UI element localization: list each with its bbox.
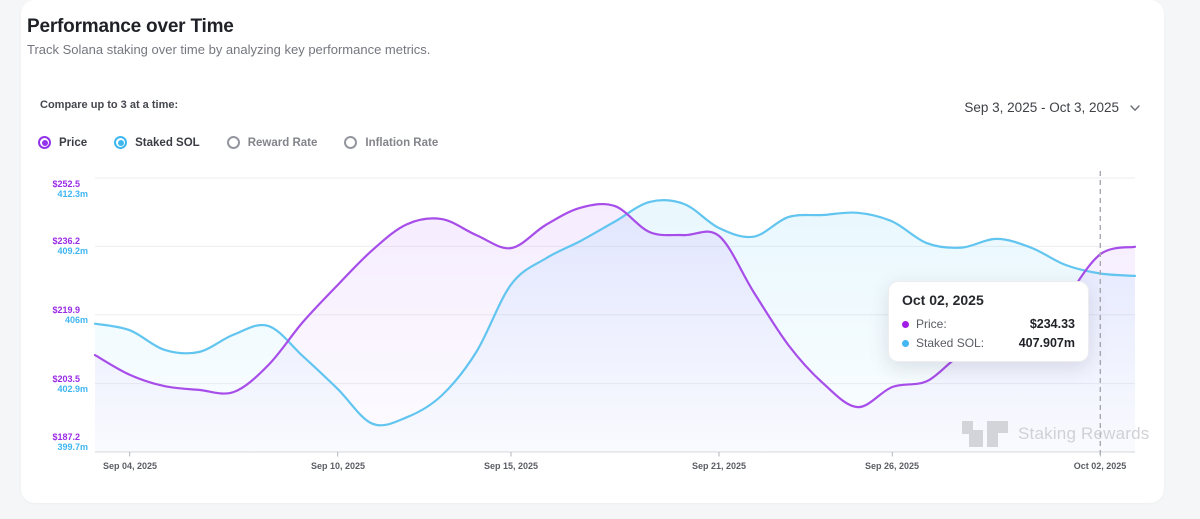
price-axis-tick: $252.5 bbox=[52, 179, 80, 189]
tooltip-row-price: Price: $234.33 bbox=[902, 317, 1075, 331]
staked-axis-tick: 402.9m bbox=[57, 384, 88, 394]
watermark-text: Staking Rewards bbox=[1018, 424, 1150, 443]
compare-label: Compare up to 3 at a time: bbox=[40, 99, 179, 111]
x-axis-tick-label: Oct 02, 2025 bbox=[1073, 461, 1127, 471]
radio-price-circle[interactable] bbox=[38, 136, 51, 149]
price-axis-tick: $187.2 bbox=[52, 432, 80, 442]
x-axis-tick-label: Sep 15, 2025 bbox=[483, 461, 539, 471]
x-axis-tick-label: Sep 26, 2025 bbox=[864, 461, 920, 471]
tooltip-price-label: Price: bbox=[916, 317, 947, 331]
radio-staked-sol-circle[interactable] bbox=[114, 136, 128, 149]
x-axis-tick-label: Sep 04, 2025 bbox=[102, 461, 158, 471]
price-dot-icon bbox=[902, 320, 909, 328]
chart-tooltip: Oct 02, 2025 Price: $234.33 Staked SOL: … bbox=[888, 281, 1089, 362]
tooltip-staked-value: 407.907m bbox=[1018, 336, 1075, 350]
radio-inflation-rate-circle[interactable] bbox=[344, 136, 358, 149]
tooltip-staked-label: Staked SOL: bbox=[916, 336, 985, 350]
staked-sol-line bbox=[93, 199, 1137, 427]
staked-sol-dot-icon bbox=[902, 339, 909, 347]
radio-reward-rate-circle[interactable] bbox=[226, 136, 240, 149]
staked-axis-tick: 406m bbox=[64, 315, 88, 325]
tooltip-row-staked: Staked SOL: 407.907m bbox=[902, 336, 1075, 350]
price-axis-tick: $219.9 bbox=[52, 305, 80, 315]
date-range-text: Sep 3, 2025 - Oct 3, 2025 bbox=[964, 100, 1119, 115]
x-axis-tick-label: Sep 21, 2025 bbox=[691, 461, 747, 471]
tooltip-price-value: $234.33 bbox=[1029, 317, 1075, 331]
page-subtitle: Track Solana staking over time by analyz… bbox=[27, 42, 431, 57]
radio-price[interactable]: Price bbox=[38, 136, 87, 149]
date-range-selector[interactable]: Sep 3, 2025 - Oct 3, 2025 bbox=[964, 100, 1142, 115]
price-area bbox=[95, 204, 1135, 452]
radio-staked-sol-label: Staked SOL bbox=[135, 136, 200, 149]
radio-price-label: Price bbox=[59, 136, 88, 149]
radio-staked-sol[interactable]: Staked SOL bbox=[114, 136, 200, 149]
watermark: Staking Rewards bbox=[962, 420, 1150, 448]
price-axis-tick: $203.5 bbox=[52, 374, 80, 384]
page-title: Performance over Time bbox=[27, 16, 234, 37]
staked-axis-tick: 399.7m bbox=[57, 442, 88, 452]
staked-axis-tick: 412.3m bbox=[57, 189, 88, 199]
radio-inflation-rate[interactable]: Inflation Rate bbox=[344, 136, 438, 149]
x-axis-tick-label: Sep 10, 2025 bbox=[310, 461, 366, 471]
tooltip-date: Oct 02, 2025 bbox=[902, 292, 984, 308]
radio-reward-rate[interactable]: Reward Rate bbox=[226, 136, 318, 149]
price-axis-tick: $236.2 bbox=[52, 236, 80, 246]
staking-rewards-logo-icon bbox=[962, 421, 1008, 447]
staked-axis-tick: 409.2m bbox=[57, 246, 88, 256]
metric-selector: Price Staked SOL Reward Rate Inflation R… bbox=[38, 136, 438, 149]
radio-reward-rate-label: Reward Rate bbox=[247, 136, 318, 149]
radio-inflation-rate-label: Inflation Rate bbox=[365, 136, 439, 149]
chevron-down-icon bbox=[1130, 104, 1140, 111]
